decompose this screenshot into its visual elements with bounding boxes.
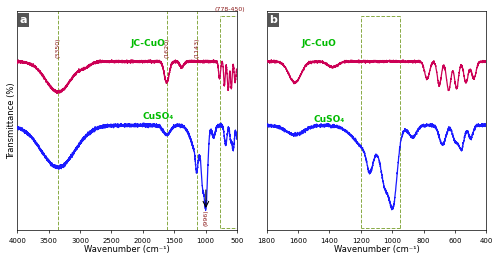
Text: (1620): (1620): [164, 38, 169, 58]
Text: b: b: [269, 15, 277, 26]
Text: JC-CuO: JC-CuO: [301, 39, 336, 48]
Text: CuSO₄: CuSO₄: [314, 115, 345, 124]
Y-axis label: Transmittance (%): Transmittance (%): [7, 82, 16, 159]
X-axis label: Wavenumber (cm⁻¹): Wavenumber (cm⁻¹): [334, 245, 420, 254]
Text: (778-450): (778-450): [214, 7, 245, 12]
Text: a: a: [20, 15, 27, 26]
Text: JC-CuO: JC-CuO: [130, 39, 165, 48]
Text: (1143): (1143): [194, 38, 199, 58]
Text: CuSO₄: CuSO₄: [143, 112, 174, 121]
X-axis label: Wavenumber (cm⁻¹): Wavenumber (cm⁻¹): [84, 245, 170, 254]
Text: (996): (996): [204, 210, 208, 226]
Text: (3350): (3350): [56, 38, 60, 58]
